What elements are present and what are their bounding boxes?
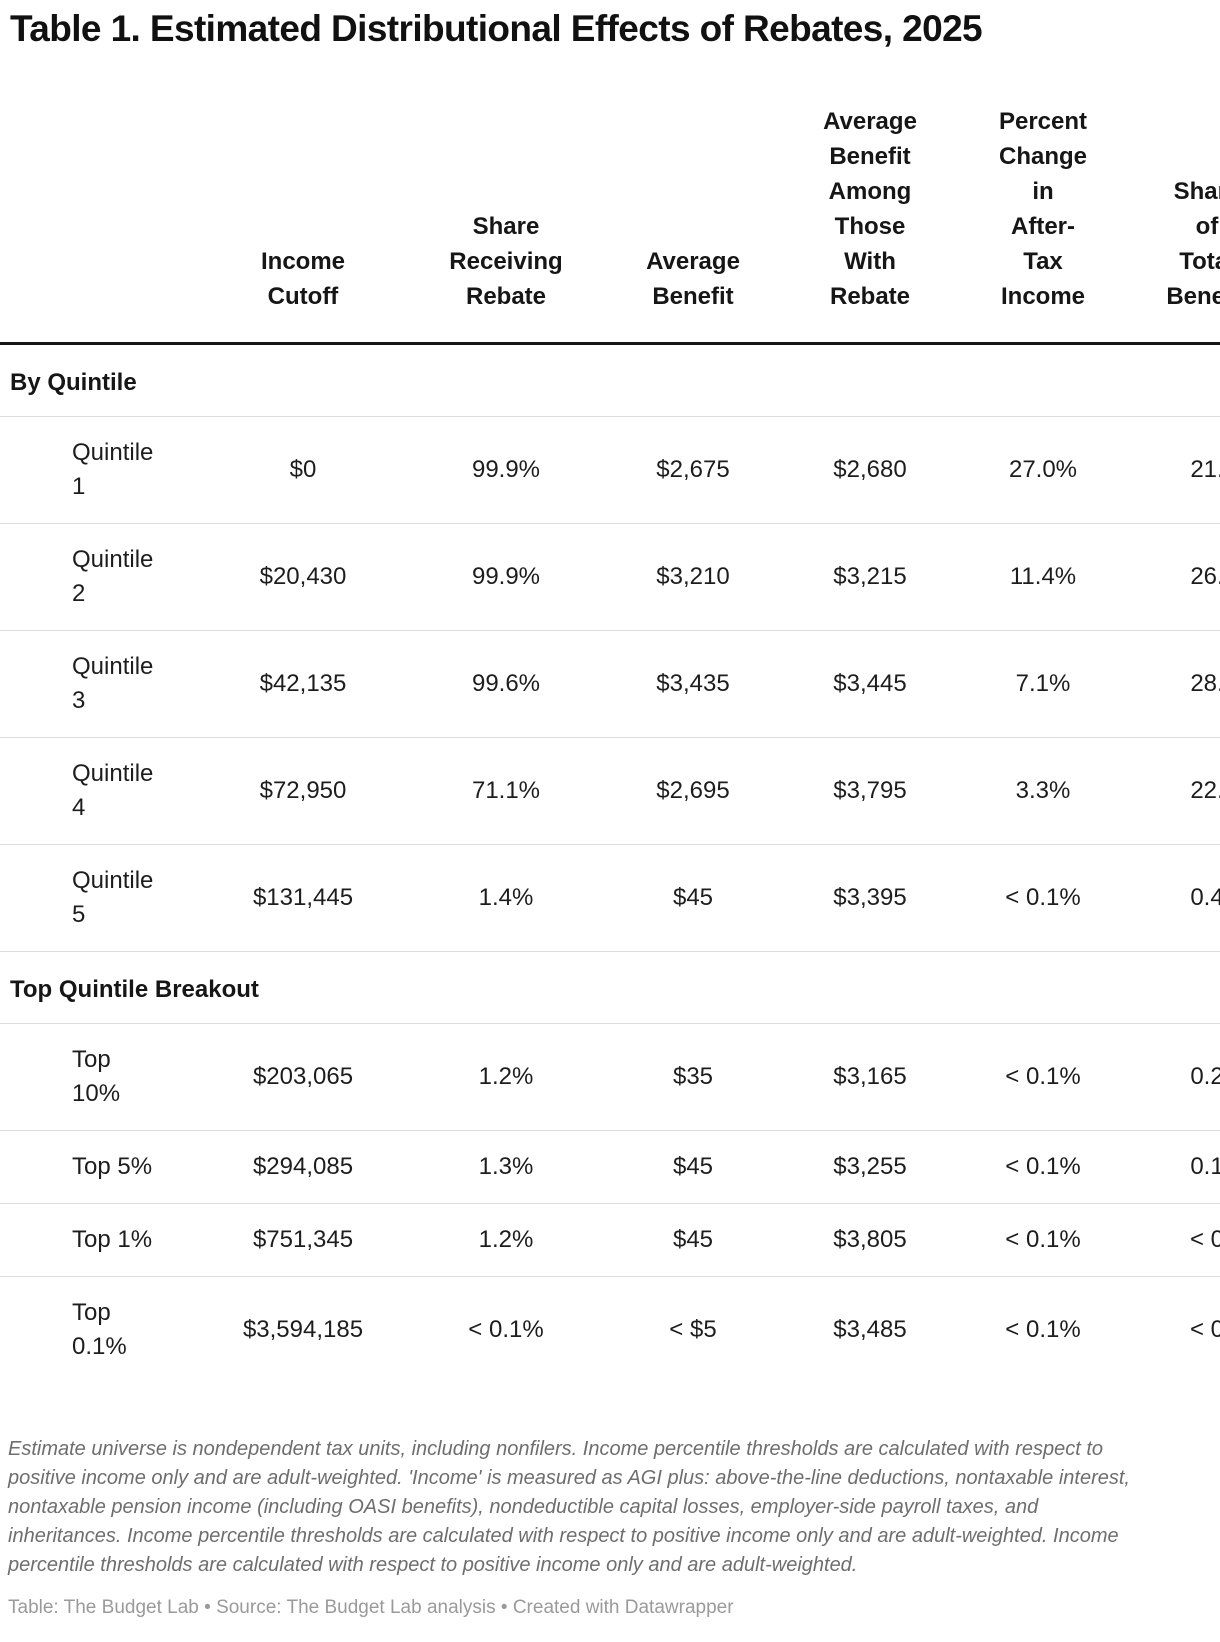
header-row: Income Cutoff Share Receiving Rebate Ave… [0, 50, 1220, 344]
row-label: Top 0.1% [72, 1299, 127, 1360]
table-cell: $131,445 [252, 884, 354, 911]
row-label: Quintile 4 [72, 760, 154, 821]
table-cell: 7.1% [1015, 670, 1071, 697]
section-header-row: Top Quintile Breakout [0, 951, 1220, 1024]
table-cell: < 0.1% [1005, 884, 1081, 911]
table-cell: < $5 [669, 1316, 717, 1343]
row-label: Quintile 3 [72, 653, 154, 714]
row-label: Quintile 1 [72, 439, 154, 500]
table-row-top-5: Top 5% $294,085 1.3% $45 $3,255 < 0.1% 0… [0, 1130, 1220, 1204]
table-cell: < 0.1% [1005, 1153, 1081, 1180]
row-label: Top 10% [72, 1046, 121, 1107]
row-label: Quintile 5 [72, 867, 154, 928]
table-cell: $3,805 [833, 1226, 907, 1253]
column-header-average-benefit: Average Benefit [646, 248, 740, 310]
table-cell: 1.2% [478, 1063, 534, 1090]
row-label: Top 5% [72, 1153, 153, 1180]
section-label-by-quintile: By Quintile [10, 369, 137, 396]
table-cell: $45 [672, 884, 714, 911]
table-cell: 27.0% [1008, 456, 1078, 483]
table-cell: 99.6% [471, 670, 541, 697]
table-cell: $72,950 [259, 777, 347, 804]
table-cell: $3,210 [656, 563, 730, 590]
page-title: Table 1. Estimated Distributional Effect… [10, 8, 983, 49]
column-header-share-receiving-rebate: Share Receiving Rebate [449, 213, 563, 310]
table-row-quintile-3: Quintile 3 $42,135 99.6% $3,435 $3,445 7… [0, 630, 1220, 738]
table-row-quintile-2: Quintile 2 $20,430 99.9% $3,210 $3,215 1… [0, 523, 1220, 631]
table-cell: $20,430 [259, 563, 347, 590]
table-row-quintile-4: Quintile 4 $72,950 71.1% $2,695 $3,795 3… [0, 737, 1220, 845]
table-row-top-1: Top 1% $751,345 1.2% $45 $3,805 < 0.1% <… [0, 1203, 1220, 1277]
table-cell: < 0.1% [1005, 1226, 1081, 1253]
table-cell: $294,085 [252, 1153, 354, 1180]
table-cell: 1.3% [478, 1153, 534, 1180]
table-cell: $3,445 [833, 670, 907, 697]
table-cell: $35 [672, 1063, 714, 1090]
table-cell: $3,485 [833, 1316, 907, 1343]
table-row-top-10: Top 10% $203,065 1.2% $35 $3,165 < 0.1% … [0, 1023, 1220, 1131]
table-cell: $3,795 [833, 777, 907, 804]
table-cell: 99.9% [471, 563, 541, 590]
table-cell: < 0.1% [468, 1316, 544, 1343]
table-cell-clipped: < 0 [1189, 1226, 1220, 1253]
data-table: Income Cutoff Share Receiving Rebate Ave… [0, 50, 1220, 1383]
row-label: Top 1% [72, 1226, 153, 1253]
table-row-top-01: Top 0.1% $3,594,185 < 0.1% < $5 $3,485 <… [0, 1276, 1220, 1384]
table-cell-clipped: 22. [1190, 777, 1220, 804]
table-notes: Estimate universe is nondependent tax un… [8, 1438, 1130, 1576]
table-cell: 11.4% [1009, 563, 1077, 590]
table-cell: $2,695 [656, 777, 730, 804]
table-cell: $3,435 [656, 670, 730, 697]
table-cell: $203,065 [252, 1063, 354, 1090]
table-cell: $3,594,185 [242, 1316, 364, 1343]
table-credit: Table: The Budget Lab • Source: The Budg… [8, 1597, 734, 1618]
table-cell-clipped: 0.2 [1190, 1063, 1220, 1090]
table-cell-clipped: 26. [1190, 563, 1220, 590]
table-header: Income Cutoff Share Receiving Rebate Ave… [0, 50, 1220, 344]
table-cell-clipped: 0.4 [1190, 884, 1220, 911]
table-cell: $3,255 [833, 1153, 907, 1180]
table-row-quintile-5: Quintile 5 $131,445 1.4% $45 $3,395 < 0.… [0, 844, 1220, 952]
table-cell: $3,215 [833, 563, 907, 590]
table-cell: $3,395 [833, 884, 907, 911]
table-cell: $42,135 [259, 670, 347, 697]
column-header-percent-change-after-tax-income: Percent Change in After- Tax Income [998, 108, 1088, 310]
table-cell: $2,675 [656, 456, 730, 483]
section-header-row: By Quintile [0, 344, 1220, 417]
table-cell: 3.3% [1015, 777, 1071, 804]
column-header-average-benefit-with-rebate: Average Benefit Among Those With Rebate [823, 108, 917, 310]
table-cell: $0 [289, 456, 317, 483]
table-cell: 99.9% [471, 456, 541, 483]
table-cell: 1.4% [478, 884, 534, 911]
table-cell: $751,345 [252, 1226, 354, 1253]
column-header-rowlabel [0, 50, 200, 344]
table-cell: 71.1% [471, 777, 541, 804]
table-cell: $3,165 [833, 1063, 907, 1090]
row-label: Quintile 2 [72, 546, 154, 607]
column-header-income-cutoff: Income Cutoff [260, 248, 346, 310]
table-cell: 1.2% [478, 1226, 534, 1253]
table-cell-clipped: 0.1 [1190, 1153, 1220, 1180]
column-header-share-of-total-benefit: Share of Total Benefit [1166, 178, 1220, 310]
table-cell-clipped: < 0 [1189, 1316, 1220, 1343]
table-cell-clipped: 28. [1190, 670, 1220, 697]
table-cell: < 0.1% [1005, 1316, 1081, 1343]
table-cell: $2,680 [833, 456, 907, 483]
table-cell-clipped: 21. [1190, 456, 1220, 483]
table-row-quintile-1: Quintile 1 $0 99.9% $2,675 $2,680 27.0% … [0, 416, 1220, 524]
table-cell: $45 [672, 1153, 714, 1180]
table-cell: $45 [672, 1226, 714, 1253]
table-cell: < 0.1% [1005, 1063, 1081, 1090]
section-label-top-quintile-breakout: Top Quintile Breakout [10, 976, 259, 1003]
